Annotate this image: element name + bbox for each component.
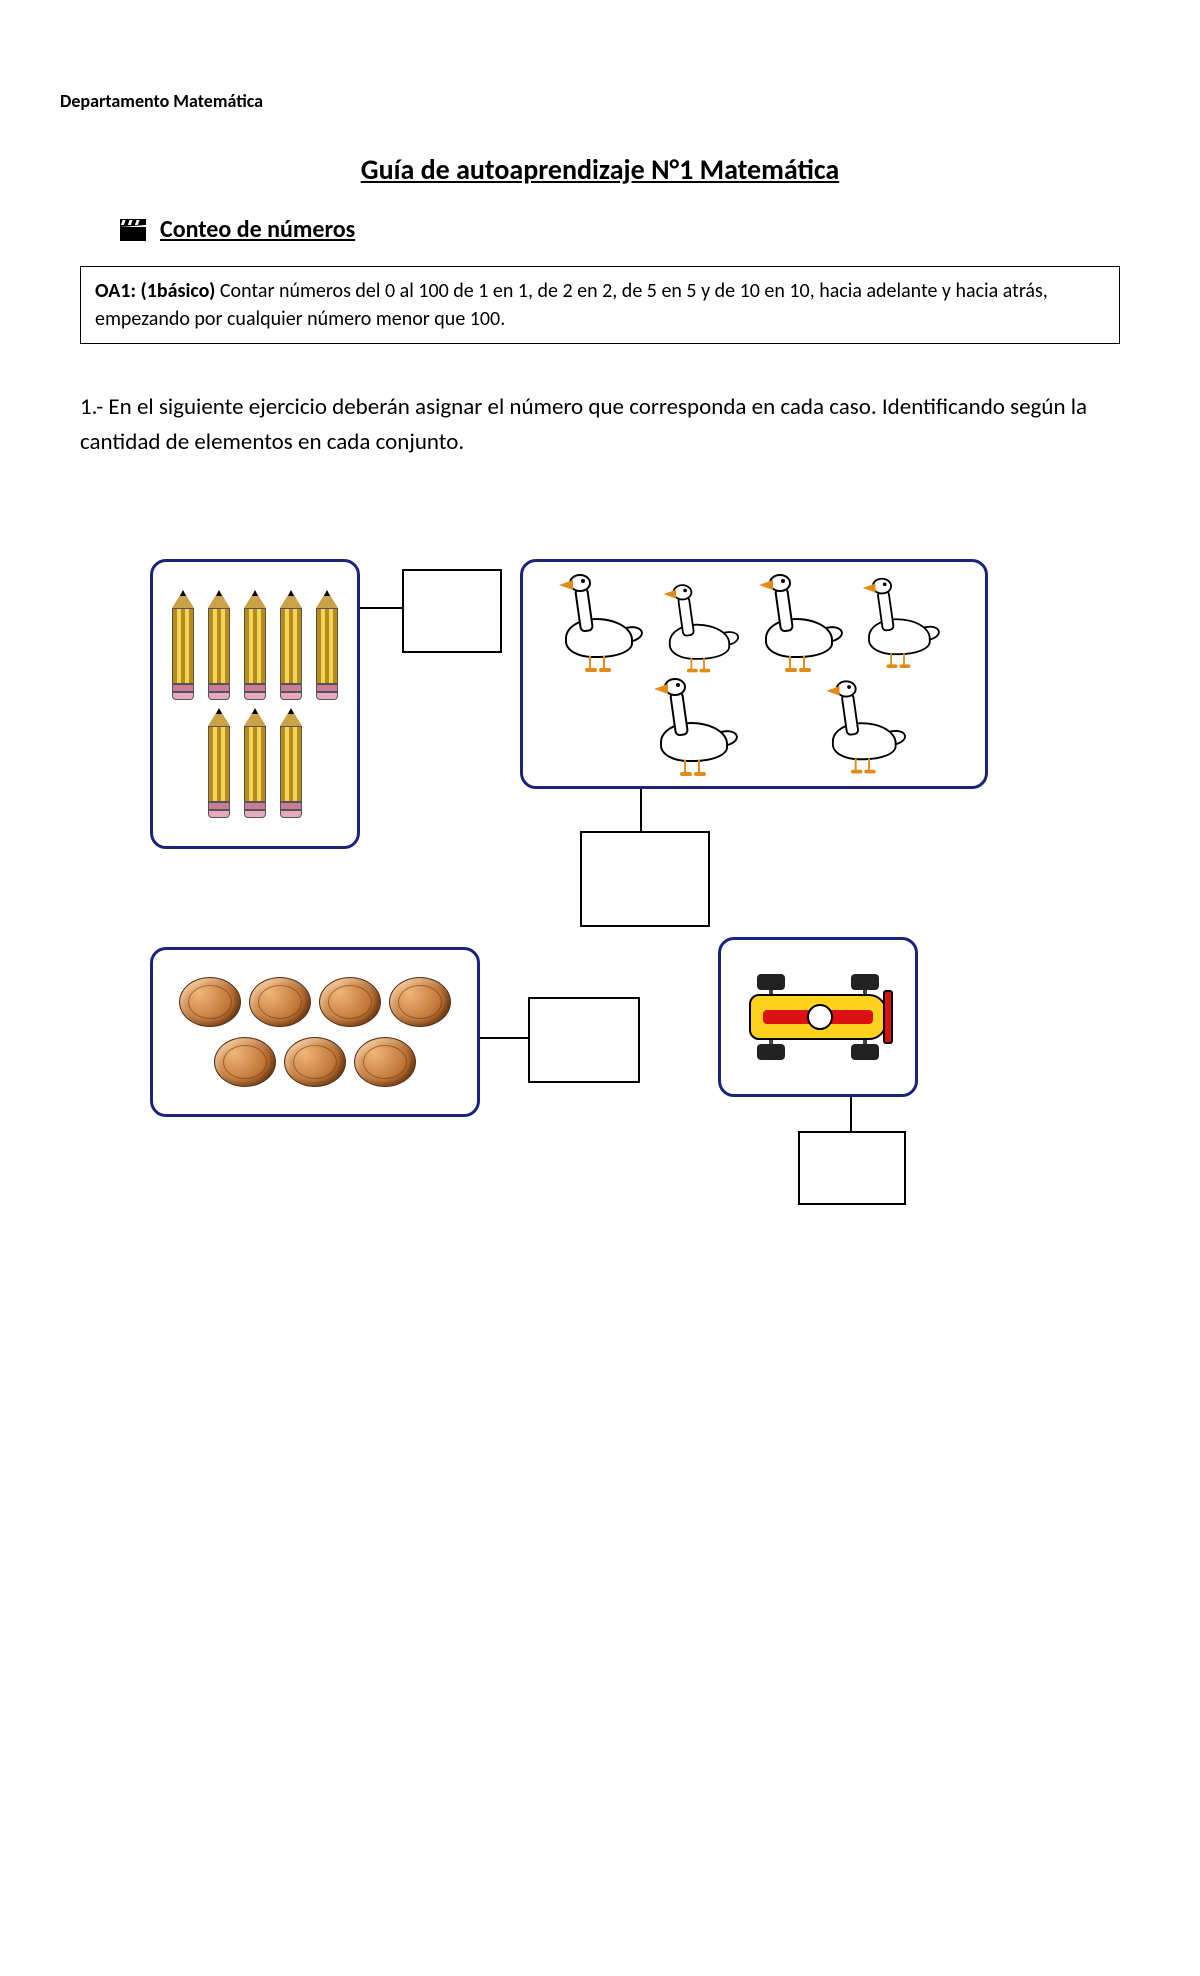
pencil-icon <box>316 590 338 700</box>
goose-icon <box>826 679 912 774</box>
card-car <box>718 937 918 1097</box>
goose-icon <box>559 572 649 672</box>
pencil-icon <box>244 590 266 700</box>
pencil-icon <box>280 708 302 818</box>
clapperboard-icon <box>120 219 148 241</box>
racecar-icon <box>743 972 893 1062</box>
objective-text: Contar números del 0 al 100 de 1 en 1, d… <box>95 279 1048 331</box>
coin-icon <box>389 977 451 1027</box>
coin-icon <box>179 977 241 1027</box>
pencil-icon <box>208 590 230 700</box>
goose-icon <box>664 582 745 672</box>
coin-icon <box>354 1037 416 1087</box>
subtitle-row: Conteo de números <box>120 215 1140 244</box>
worksheet-area <box>150 559 1070 1259</box>
coin-icon <box>214 1037 276 1087</box>
coin-icon <box>284 1037 346 1087</box>
pencil-icon <box>208 708 230 818</box>
goose-icon <box>863 576 946 668</box>
goose-icon <box>759 572 849 672</box>
pencil-icon <box>172 590 194 700</box>
answer-box-coins[interactable] <box>528 997 640 1083</box>
coin-icon <box>249 977 311 1027</box>
connector-line <box>850 1097 852 1131</box>
department-header: Departamento Matemática <box>60 90 1140 112</box>
answer-box-car[interactable] <box>798 1131 906 1205</box>
subtitle: Conteo de números <box>160 215 355 244</box>
objective-bold: OA1: (1básico) <box>95 279 220 303</box>
objective-box: OA1: (1básico) Contar números del 0 al 1… <box>80 266 1120 344</box>
card-geese <box>520 559 988 789</box>
connector-line <box>640 789 642 831</box>
pencil-icon <box>280 590 302 700</box>
coin-icon <box>319 977 381 1027</box>
card-pencils <box>150 559 360 849</box>
answer-box-geese[interactable] <box>580 831 710 927</box>
page-title: Guía de autoaprendizaje N°1 Matemática <box>60 152 1140 187</box>
goose-icon <box>654 676 744 776</box>
card-coins <box>150 947 480 1117</box>
connector-line <box>360 607 402 609</box>
connector-line <box>480 1037 528 1039</box>
answer-box-pencils[interactable] <box>402 569 502 653</box>
pencil-icon <box>244 708 266 818</box>
instruction-text: 1.- En el siguiente ejercicio deberán as… <box>80 390 1120 459</box>
